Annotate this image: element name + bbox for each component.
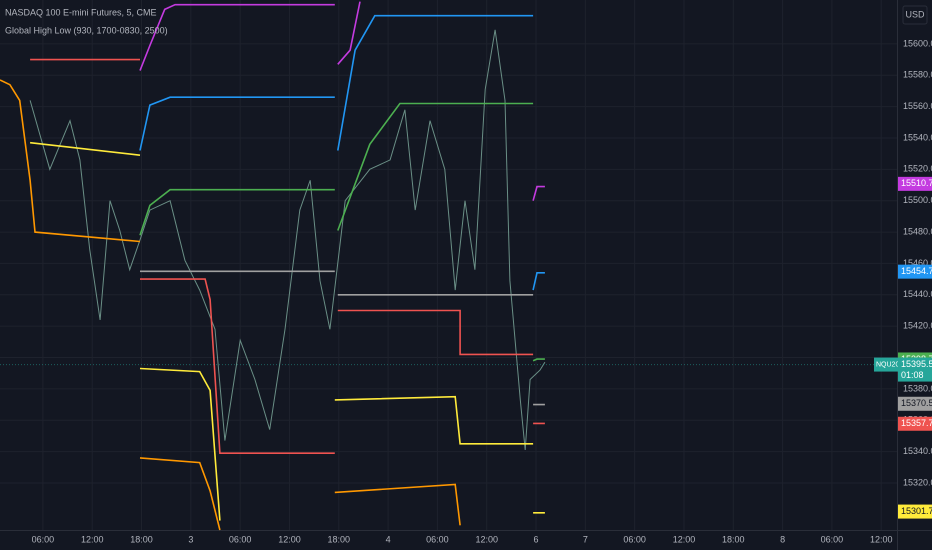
y-tick-label: 15600.00 (903, 38, 932, 48)
y-tick-label: 15460.00 (903, 258, 932, 268)
x-tick-label: 06:00 (821, 534, 844, 544)
x-tick-label: 12:00 (278, 534, 301, 544)
axes: 15320.0015340.0015360.0015380.0015400.00… (32, 38, 932, 544)
last-price-label: 15395.50 (901, 359, 932, 369)
y-tick-label: 15340.00 (903, 446, 932, 456)
price-label-box (898, 504, 932, 519)
countdown-label: 01:08 (901, 370, 924, 380)
x-tick-label: 12:00 (475, 534, 498, 544)
series-line (30, 58, 545, 454)
series-line (139, 14, 545, 291)
series-line (30, 141, 545, 521)
x-tick-label: 12:00 (870, 534, 893, 544)
x-tick-label: 18:00 (722, 534, 745, 544)
x-tick-label: 8 (780, 534, 785, 544)
series-line (0, 79, 461, 531)
last-price-box (898, 357, 932, 382)
price-label: 15370.50 (901, 398, 932, 408)
y-tick-label: 15440.00 (903, 289, 932, 299)
x-tick-label: 6 (534, 534, 539, 544)
x-tick-label: 12:00 (81, 534, 104, 544)
y-tick-label: 15580.00 (903, 70, 932, 80)
indicator-label: Global High Low (930, 1700-0830, 2500) (5, 25, 168, 35)
symbol-label: NQU2023 (876, 361, 907, 368)
y-tick-label: 15380.00 (903, 383, 932, 393)
y-tick-label: 15320.00 (903, 477, 932, 487)
y-tick-label: 15560.00 (903, 101, 932, 111)
x-tick-label: 12:00 (673, 534, 696, 544)
x-tick-label: 18:00 (130, 534, 153, 544)
y-tick-label: 15420.00 (903, 321, 932, 331)
x-tick-label: 3 (188, 534, 193, 544)
price-label-box (898, 416, 932, 431)
x-tick-label: 06:00 (32, 534, 55, 544)
x-tick-label: 7 (583, 534, 588, 544)
price-label: 15357.75 (901, 418, 932, 428)
price-label-box (898, 264, 932, 279)
x-tick-label: 4 (386, 534, 391, 544)
chart-title: NASDAQ 100 E-mini Futures, 5, CME (5, 7, 157, 17)
x-tick-label: 06:00 (229, 534, 252, 544)
grid (0, 0, 897, 530)
price-label: 15301.75 (901, 506, 932, 516)
currency-box[interactable] (902, 5, 928, 25)
x-tick-label: 06:00 (426, 534, 449, 544)
price-label: 15454.75 (901, 266, 932, 276)
price-label-box (898, 396, 932, 411)
x-tick-label: 06:00 (623, 534, 646, 544)
plot (0, 1, 897, 531)
y-tick-label: 15540.00 (903, 132, 932, 142)
y-tick-label: 15520.00 (903, 164, 932, 174)
series-line (139, 102, 545, 362)
series-line (139, 1, 545, 201)
y-tick-label: 15480.00 (903, 226, 932, 236)
series-line (29, 29, 546, 451)
y-tick-label: 15500.00 (903, 195, 932, 205)
price-label: 15510.75 (901, 178, 932, 188)
series-line (140, 270, 545, 406)
currency[interactable]: USD (905, 9, 925, 19)
symbol-box (874, 357, 898, 372)
price-label-box (898, 176, 932, 191)
x-tick-label: 18:00 (328, 534, 351, 544)
